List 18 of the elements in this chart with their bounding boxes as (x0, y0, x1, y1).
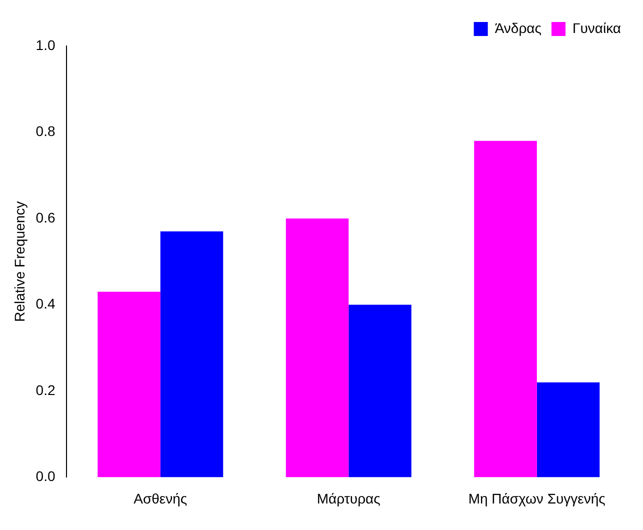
legend-label: Άνδρας (494, 20, 542, 36)
bar (286, 218, 349, 478)
x-tick-label: Ασθενής (134, 490, 188, 506)
x-tick-label: Μη Πάσχων Συγγενής (468, 490, 606, 506)
bar (98, 292, 160, 478)
x-tick-label: Μάρτυρας (316, 490, 381, 506)
y-tick-label: 0.0 (36, 468, 56, 484)
y-tick-label: 0.6 (36, 209, 56, 226)
bar (474, 140, 537, 478)
y-axis-title: Relative Frequency (11, 201, 28, 322)
y-tick-label: 1.0 (36, 36, 56, 53)
legend-label: Γυναίκα (572, 20, 622, 36)
y-tick-label: 0.4 (36, 296, 56, 312)
bar (160, 231, 224, 478)
y-tick-label: 0.8 (36, 123, 56, 140)
bar (536, 382, 600, 478)
bar (348, 304, 412, 478)
y-tick-label: 0.2 (36, 382, 56, 398)
